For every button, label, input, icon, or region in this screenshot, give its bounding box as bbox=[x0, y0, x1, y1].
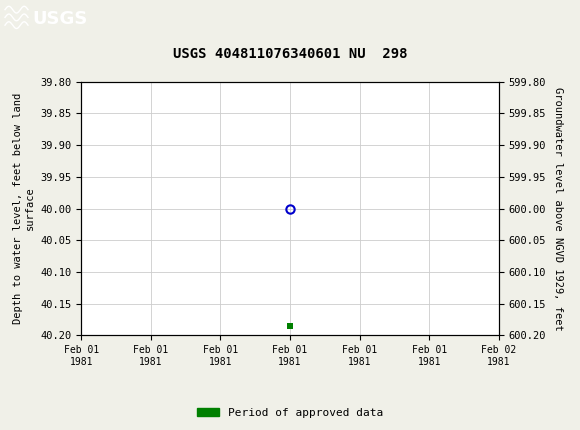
Text: USGS 404811076340601 NU  298: USGS 404811076340601 NU 298 bbox=[173, 47, 407, 61]
Y-axis label: Groundwater level above NGVD 1929, feet: Groundwater level above NGVD 1929, feet bbox=[553, 87, 563, 330]
Text: USGS: USGS bbox=[32, 10, 88, 28]
Y-axis label: Depth to water level, feet below land
surface: Depth to water level, feet below land su… bbox=[13, 93, 35, 324]
Legend: Period of approved data: Period of approved data bbox=[193, 403, 387, 422]
